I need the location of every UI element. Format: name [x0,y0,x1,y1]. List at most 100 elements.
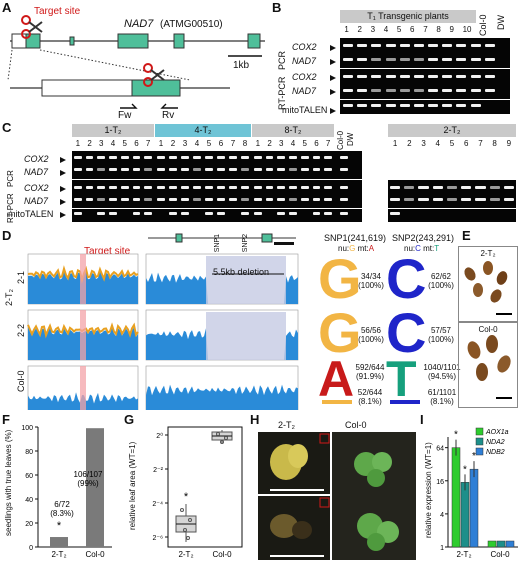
gel-band [265,186,274,189]
count: 56/56 [360,326,382,335]
gel-band [217,156,225,159]
gel-c2-rtpcr [388,180,516,208]
gel-band [157,186,165,189]
gel-band [357,89,368,92]
deletion-region [206,312,286,360]
gel-band [461,198,472,201]
gel-band [489,186,500,189]
x-tick-label: Col-0 [212,550,232,559]
gel-band [385,44,396,47]
gel-band [390,212,401,215]
gel-band [300,186,309,189]
gel-band [120,168,129,171]
gel-band [254,186,262,189]
gel-band [371,104,382,107]
logo-letter: C [386,301,427,364]
mt-base: T [434,244,440,253]
gel-band [390,198,401,201]
y-tick-label: 2⁻⁴ [152,501,163,508]
control-dw: DW [496,15,506,30]
gel-band [132,156,141,159]
lane-number: 7 [325,139,331,148]
y-tick-label: 20 [25,521,33,528]
gel-band [475,198,486,201]
gel-c-pcr [72,151,362,179]
gel-band [404,198,415,201]
logo-letter: A [318,351,355,407]
gel-band [385,104,396,107]
y-tick-label: 4 [440,512,444,519]
gel-band [74,168,82,171]
lane-number: 1 [344,25,349,34]
x-tick-label: Col-0 [85,550,105,559]
gel-band [340,186,348,189]
gel-band [85,156,94,159]
h-label-right: Col-0 [345,420,367,430]
mt-base: A [368,244,375,253]
coverage-area [146,384,298,410]
mitotalen-label: mitoTALEN [8,209,54,219]
gel-band [85,186,94,189]
gel-band [475,186,486,189]
gel-band [109,212,117,215]
bar-label: 6/72 [54,500,70,509]
target-highlight [80,366,86,410]
exon [175,233,183,243]
gel-band [205,212,213,215]
bar-label: (99%) [77,479,99,488]
x-tick-label: 2-T₂ [456,550,471,559]
seed-photo-col0: Col-0 [458,322,518,408]
gel-band [484,44,495,47]
control-dw: DW [346,132,355,146]
lane-number: 3 [370,25,376,34]
gene-row-label: COX2 [292,42,317,52]
lane-number: 2 [170,139,176,148]
panel-label-b: B [272,0,282,15]
count-pct: (100%) [428,281,454,290]
lane-number: 3 [421,139,426,148]
gel-band [157,168,165,171]
gel-band [217,186,225,189]
gel-band [413,104,424,107]
gel-band [144,198,152,201]
significance-star: * [472,451,476,462]
t1-header: T₁ Transgenic plants [340,10,476,23]
logo-letter: G [318,301,362,364]
gel-band [470,44,481,47]
seedling-photos [258,432,416,560]
gel-band [461,186,472,189]
mitotalen-label: mitoTALEN [282,105,328,115]
gel-c-mito [72,209,362,222]
snp-mark: SNP1 [214,234,221,253]
target-site-label: Target site [34,6,81,17]
gel-band [181,156,189,159]
gel-band [205,156,213,159]
gel-band [503,186,514,189]
gel-band [229,186,237,189]
data-point [180,508,184,512]
bar [50,537,68,547]
gel-band [169,156,177,159]
gel-band [229,168,237,171]
lane-number: 6 [314,139,319,148]
scale-bar-label: 1kb [233,60,250,71]
significance-star: * [57,520,62,532]
group-header: 1-T₂ [72,124,154,137]
gel-band [144,186,152,189]
lane-number: 6 [134,139,139,148]
gel-band [132,186,141,189]
gel-band [442,75,453,78]
gel-band [442,104,453,107]
gene-locus: (ATMG00510) [160,19,223,30]
gel-band [340,212,348,215]
gel-band [144,156,152,159]
gel-band [85,168,94,171]
gel-band [371,58,382,61]
gel-band [470,58,481,61]
row-label: 2-2 [16,323,26,337]
count-pct: (8.1%) [358,397,382,406]
count-pct: (100%) [428,335,454,344]
control-col0: Col-0 [478,14,488,36]
gel-band [442,44,453,47]
significance-star: * [184,491,189,503]
